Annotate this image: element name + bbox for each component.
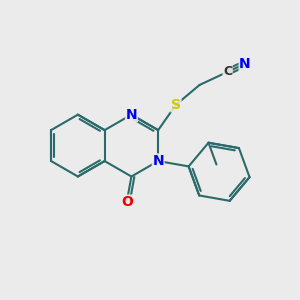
Text: O: O xyxy=(121,195,133,209)
Text: S: S xyxy=(171,98,181,112)
Text: N: N xyxy=(239,57,251,71)
Text: C: C xyxy=(223,65,232,78)
Text: N: N xyxy=(152,154,164,168)
Text: N: N xyxy=(126,108,137,122)
